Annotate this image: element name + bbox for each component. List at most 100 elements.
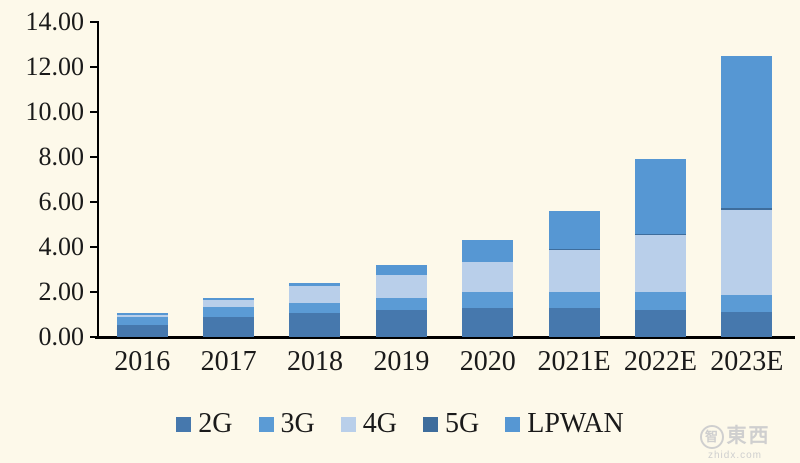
x-axis-labels: 2016 2017 2018 2019 2020 2021E 2022E 2023E bbox=[99, 346, 790, 378]
bar-segment-4G-2021E bbox=[548, 249, 600, 293]
x-axis-label-2022E: 2022E bbox=[623, 346, 697, 377]
y-tick-label: 0.00 bbox=[38, 322, 85, 351]
bar-segment-4G-2018 bbox=[289, 286, 341, 304]
legend-label-3G: 3G bbox=[280, 408, 315, 439]
bar-segment-2G-2020 bbox=[462, 307, 514, 337]
y-tick-label: 2.00 bbox=[38, 277, 85, 306]
y-tick-label: 12.00 bbox=[25, 52, 85, 81]
bar-segment-3G-2020 bbox=[462, 292, 514, 308]
y-tick-mark bbox=[90, 291, 98, 293]
bar-slot-2022E bbox=[617, 22, 703, 337]
y-tick-mark bbox=[90, 156, 98, 158]
legend-item-4G: 4G bbox=[340, 408, 397, 440]
legend-label-4G: 4G bbox=[362, 408, 397, 439]
legend-swatch-4G bbox=[340, 416, 356, 432]
bar-segment-LPWAN-2019 bbox=[375, 265, 427, 276]
x-axis-label-2016: 2016 bbox=[114, 346, 171, 377]
bar-segment-2G-2018 bbox=[289, 313, 341, 337]
y-tick-mark bbox=[90, 111, 98, 113]
y-tick-mark bbox=[90, 201, 98, 203]
bar-segment-LPWAN-2022E bbox=[634, 159, 686, 234]
bar-segment-5G-2021E bbox=[548, 248, 600, 250]
y-tick-mark bbox=[90, 336, 98, 338]
bar-segment-2G-2019 bbox=[375, 310, 427, 337]
bar-segment-3G-2019 bbox=[375, 298, 427, 310]
bar-segment-4G-2020 bbox=[462, 262, 514, 293]
bar-segment-3G-2016 bbox=[116, 316, 168, 325]
bar-segment-4G-2019 bbox=[375, 275, 427, 299]
stacked-bar-2017 bbox=[203, 297, 255, 337]
y-tick-label: 8.00 bbox=[38, 142, 85, 171]
stacked-bar-2019 bbox=[375, 265, 427, 337]
bar-segment-4G-2017 bbox=[203, 299, 255, 307]
bar-slot-2016 bbox=[99, 22, 185, 337]
plot-area bbox=[99, 22, 790, 337]
y-tick-label: 14.00 bbox=[25, 7, 85, 36]
bar-segment-LPWAN-2016 bbox=[116, 313, 168, 315]
y-tick-label: 6.00 bbox=[38, 187, 85, 216]
bar-segment-2G-2021E bbox=[548, 307, 600, 337]
bar-segment-2G-2022E bbox=[634, 310, 686, 337]
watermark-brand-text: 東西 bbox=[726, 425, 771, 447]
bar-segment-2G-2016 bbox=[116, 324, 168, 337]
stacked-bar-2018 bbox=[289, 283, 341, 337]
bar-segment-2G-2017 bbox=[203, 316, 255, 337]
bar-slot-2023E bbox=[704, 22, 790, 337]
x-axis-label-2018: 2018 bbox=[286, 346, 343, 377]
legend-swatch-LPWAN bbox=[505, 416, 521, 432]
legend-label-2G: 2G bbox=[198, 408, 233, 439]
bar-segment-LPWAN-2018 bbox=[289, 283, 341, 287]
x-axis-line bbox=[95, 336, 795, 339]
legend-swatch-5G bbox=[423, 416, 438, 432]
bar-segment-LPWAN-2020 bbox=[462, 240, 514, 263]
bar-segment-3G-2022E bbox=[634, 292, 686, 310]
legend-item-LPWAN: LPWAN bbox=[505, 408, 624, 440]
y-tick-label: 10.00 bbox=[25, 97, 85, 126]
x-axis-label-2020: 2020 bbox=[459, 346, 516, 377]
bar-slot-2020 bbox=[445, 22, 531, 337]
y-axis-line bbox=[97, 21, 99, 337]
bar-segment-5G-2022E bbox=[634, 233, 686, 236]
stacked-bar-2021E bbox=[548, 211, 600, 337]
bar-segment-3G-2018 bbox=[289, 303, 341, 314]
bar-slot-2019 bbox=[358, 22, 444, 337]
y-tick-mark bbox=[90, 246, 98, 248]
x-axis-label-2017: 2017 bbox=[200, 346, 257, 377]
legend-swatch-2G bbox=[176, 416, 192, 432]
bar-segment-LPWAN-2017 bbox=[203, 297, 255, 300]
bar-segment-LPWAN-2021E bbox=[548, 211, 600, 249]
legend-item-5G: 5G bbox=[423, 408, 479, 440]
bar-segment-5G-2023E bbox=[721, 207, 773, 210]
legend-item-3G: 3G bbox=[258, 408, 315, 440]
bar-segment-4G-2016 bbox=[116, 314, 168, 317]
x-axis-label-2021E: 2021E bbox=[537, 346, 611, 377]
legend-swatch-3G bbox=[258, 416, 274, 432]
legend-label-LPWAN: LPWAN bbox=[527, 408, 624, 439]
bar-segment-4G-2023E bbox=[721, 209, 773, 295]
legend-item-2G: 2G bbox=[176, 408, 233, 440]
bar-segment-3G-2023E bbox=[721, 294, 773, 313]
bar-segment-LPWAN-2023E bbox=[721, 55, 773, 208]
bar-slot-2018 bbox=[272, 22, 358, 337]
watermark-brand: 智 東西 bbox=[680, 424, 790, 449]
x-axis-label-2023E: 2023E bbox=[710, 346, 784, 377]
legend-label-5G: 5G bbox=[445, 408, 480, 439]
stacked-bar-2020 bbox=[462, 240, 514, 337]
watermark: 智 東西 zhidx.com bbox=[680, 424, 790, 462]
bar-segment-3G-2017 bbox=[203, 306, 255, 317]
y-tick-mark bbox=[90, 21, 98, 23]
bar-slot-2021E bbox=[531, 22, 617, 337]
bar-slot-2017 bbox=[185, 22, 271, 337]
stacked-bar-2022E bbox=[634, 159, 686, 337]
bar-segment-3G-2021E bbox=[548, 292, 600, 308]
bar-segment-2G-2023E bbox=[721, 312, 773, 337]
y-tick-mark bbox=[90, 66, 98, 68]
bar-segment-4G-2022E bbox=[634, 235, 686, 292]
legend: 2G 3G 4G 5G LPWAN bbox=[0, 408, 800, 440]
stacked-bar-2016 bbox=[116, 313, 168, 337]
x-axis-label-2019: 2019 bbox=[373, 346, 430, 377]
watermark-domain: zhidx.com bbox=[707, 449, 762, 461]
stacked-bar-2023E bbox=[721, 55, 773, 337]
y-tick-label: 4.00 bbox=[38, 232, 85, 261]
